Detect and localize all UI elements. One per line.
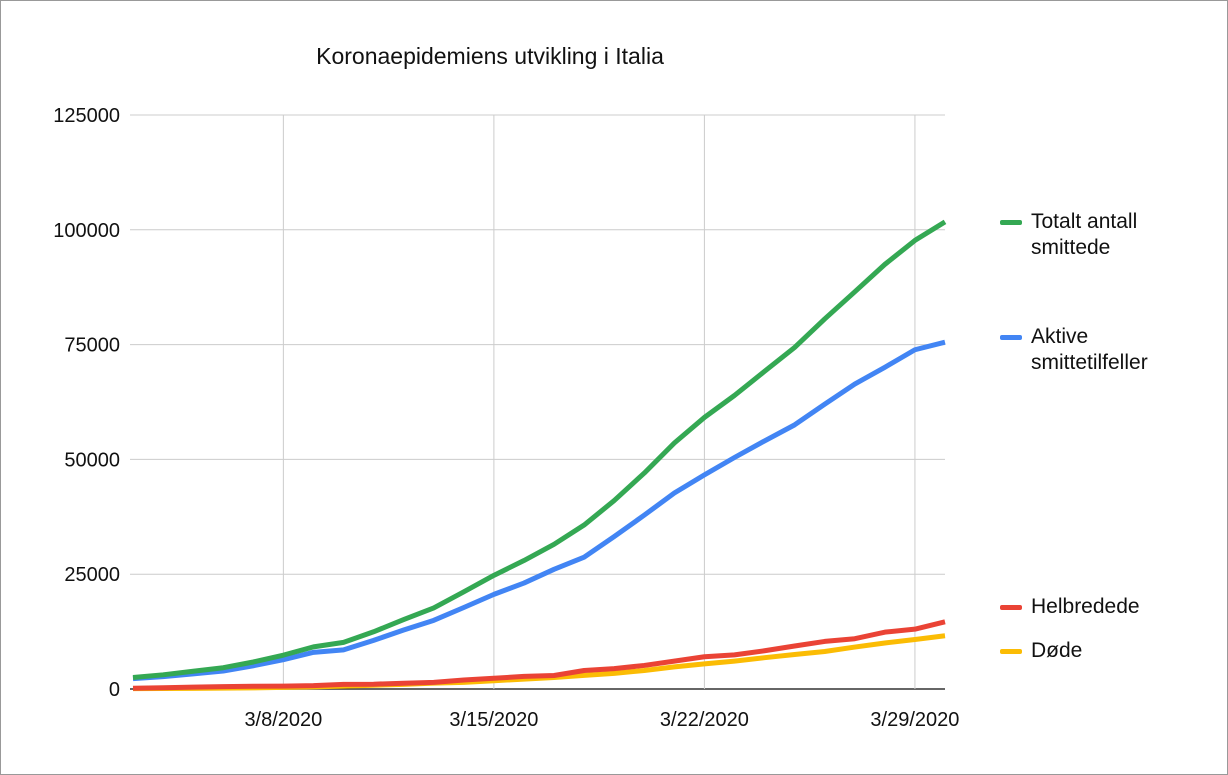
- series-line: [132, 219, 947, 681]
- series-line: [132, 619, 946, 691]
- y-tick-label: 50000: [64, 449, 120, 471]
- legend-label: Døde: [1031, 639, 1083, 662]
- legend-entry: Totalt antall smittede: [1000, 209, 1190, 261]
- legend-label: Aktive smittetilfeller: [1031, 325, 1148, 374]
- y-tick-label: 100000: [53, 220, 120, 242]
- legend-entry: Døde: [1000, 638, 1190, 664]
- y-tick-label: 125000: [53, 105, 120, 127]
- y-tick-label: 0: [109, 679, 120, 701]
- legend-entry: Helbredede: [1000, 594, 1190, 620]
- x-tick-label: 3/15/2020: [449, 709, 538, 731]
- legend-swatch: [1000, 335, 1022, 340]
- x-tick-label: 3/29/2020: [870, 709, 959, 731]
- x-tick-label: 3/22/2020: [660, 709, 749, 731]
- legend-swatch: [1000, 220, 1022, 225]
- legend-swatch: [1000, 605, 1022, 610]
- y-tick-label: 25000: [64, 564, 120, 586]
- x-tick-label: 3/8/2020: [244, 709, 322, 731]
- chart-title: Koronaepidemiens utvikling i Italia: [316, 43, 664, 69]
- series-line: [132, 339, 946, 682]
- legend-swatch: [1000, 649, 1022, 654]
- legend-label: Helbredede: [1031, 595, 1140, 618]
- legend-label: Totalt antall smittede: [1031, 210, 1138, 259]
- legend-entry: Aktive smittetilfeller: [1000, 324, 1190, 376]
- y-tick-label: 75000: [64, 335, 120, 357]
